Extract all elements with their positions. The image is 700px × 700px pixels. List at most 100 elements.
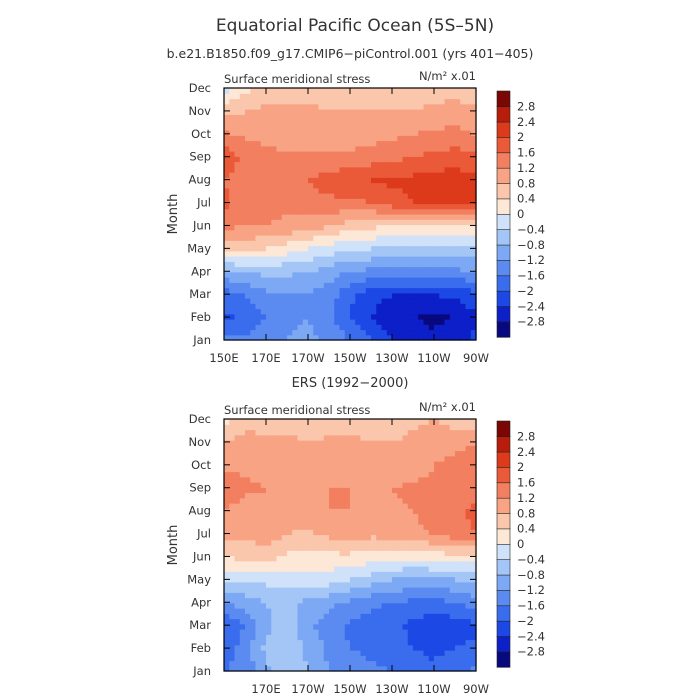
contour-cell [350,608,356,614]
contour-cell [308,334,314,341]
contour-cell [434,613,440,620]
contour-cell [239,650,246,656]
contour-cell [365,482,372,488]
contour-cell [255,429,262,436]
contour-cell [271,135,278,142]
contour-cell [239,145,246,152]
contour-cell [250,271,257,278]
contour-cell [260,177,267,184]
contour-cell [470,151,477,157]
contour-cell [234,151,241,157]
contour-cell [281,124,288,131]
contour-cell [281,629,288,635]
contour-cell [465,229,472,236]
contour-cell [407,172,414,178]
contour-cell [334,114,341,121]
contour-cell [308,550,314,557]
contour-cell [329,166,335,173]
contour-cell [260,503,267,509]
contour-cell [460,419,467,425]
contour-cell [360,193,367,199]
contour-cell [449,203,456,210]
contour-cell [239,571,246,578]
contour-cell [271,103,278,110]
colorbar-label: −0.8 [517,238,545,252]
contour-cell [381,193,388,199]
contour-cell [313,334,320,341]
contour-cell [392,650,398,656]
contour-cell [297,455,304,462]
contour-cell [407,513,414,520]
contour-cell [444,524,451,530]
contour-cell [302,245,309,252]
contour-cell [423,224,430,231]
contour-cell [292,602,299,609]
contour-cell [397,466,404,473]
contour-cell [318,623,325,630]
contour-cell [287,256,293,262]
contour-cell [355,219,362,226]
contour-cell [360,93,367,100]
contour-cell [386,334,393,341]
contour-cell [255,639,262,646]
contour-cell [360,124,367,131]
contour-cell [329,240,335,247]
contour-cell [308,545,314,551]
y-tick-label: Dec [189,412,211,426]
contour-cell [360,555,367,562]
contour-cell [470,513,477,520]
contour-cell [266,240,272,247]
contour-cell [344,208,351,215]
contour-cell [381,461,388,467]
contour-cell [402,634,409,641]
contour-cell [407,203,414,210]
contour-cell [339,324,346,331]
contour-cell [418,492,425,499]
contour-cell [271,476,278,483]
contour-cell [365,313,372,320]
contour-cell [392,608,398,614]
contour-cell [229,592,236,599]
contour-cell [224,172,230,178]
contour-cell [376,182,383,189]
contour-cell [392,529,398,536]
contour-cell [287,198,293,205]
contour-cell [360,229,367,236]
contour-cell [323,329,330,336]
contour-cell [334,287,341,294]
contour-cell [239,602,246,609]
contour-cell [444,529,451,536]
contour-cell [302,476,309,483]
contour-cell [434,130,440,136]
contour-cell [365,440,372,446]
contour-cell [334,103,341,110]
contour-cell [470,88,477,94]
contour-cell [234,287,241,294]
contour-cell [397,592,404,599]
contour-cell [313,261,320,268]
contour-cell [381,608,388,614]
contour-cell [381,308,388,315]
contour-cell [439,271,446,278]
contour-cell [413,434,419,441]
contour-cell [386,277,393,283]
contour-cell [287,250,293,257]
contour-cell [224,655,230,662]
contour-cell [376,571,383,578]
contour-cell [407,566,414,572]
contour-cell [334,177,341,184]
contour-cell [418,434,425,441]
contour-cell [339,429,346,436]
contour-cell [460,334,467,341]
contour-cell [439,166,446,173]
contour-cell [313,566,320,572]
contour-cell [449,135,456,142]
contour-cell [329,161,335,168]
contour-cell [297,266,304,273]
contour-cell [386,660,393,667]
contour-cell [365,166,372,173]
contour-cell [271,266,278,273]
contour-cell [266,634,272,641]
contour-cell [376,187,383,194]
contour-cell [239,198,246,205]
